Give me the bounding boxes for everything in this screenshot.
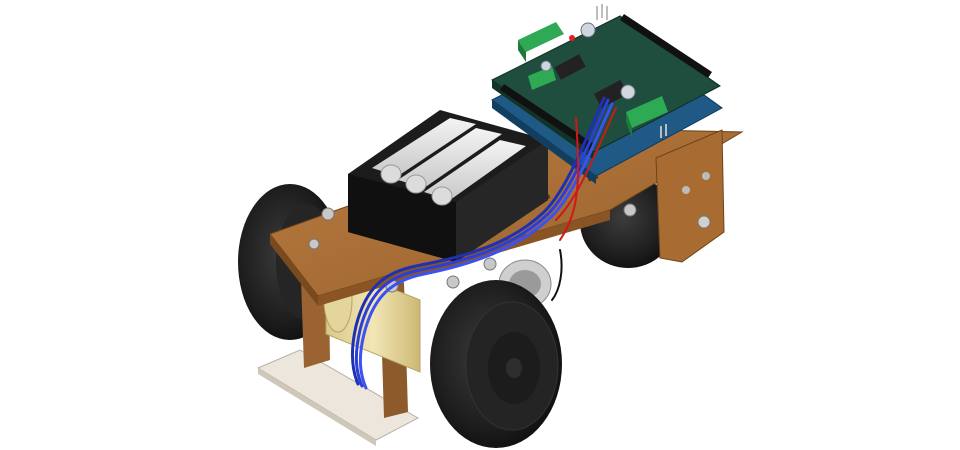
- front-right-wheel: [430, 280, 562, 448]
- ribbon-cable: [350, 96, 617, 390]
- battery-cells: [372, 118, 526, 206]
- battery-pack: [348, 110, 548, 262]
- terminal-blocks: [518, 22, 668, 138]
- line-sensor-plate: [256, 349, 420, 446]
- motor-shield: [491, 4, 721, 160]
